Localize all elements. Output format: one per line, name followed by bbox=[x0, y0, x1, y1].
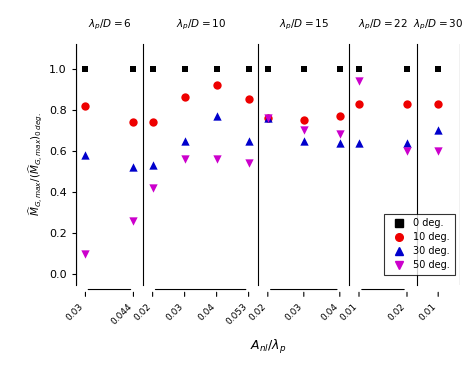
Point bbox=[300, 66, 308, 72]
Point bbox=[355, 101, 363, 107]
Text: $\lambda_p/D=22$: $\lambda_p/D=22$ bbox=[358, 18, 408, 32]
Point bbox=[264, 66, 272, 72]
Text: 0.044: 0.044 bbox=[109, 301, 133, 326]
Point bbox=[300, 117, 308, 123]
Point bbox=[82, 152, 89, 158]
Legend: 0 deg., 10 deg., 30 deg., 50 deg.: 0 deg., 10 deg., 30 deg., 50 deg. bbox=[384, 214, 455, 275]
Text: 0.03: 0.03 bbox=[164, 301, 184, 322]
Point bbox=[336, 131, 344, 137]
Point bbox=[403, 101, 411, 107]
Point bbox=[355, 78, 363, 84]
Point bbox=[264, 115, 272, 121]
Point bbox=[434, 148, 442, 154]
Point bbox=[264, 115, 272, 121]
Text: $\lambda_p/D=6$: $\lambda_p/D=6$ bbox=[88, 18, 131, 32]
Y-axis label: $\widehat{M}_{G,max}/(\widehat{M}_{G,max})_{0\,deg.}$: $\widehat{M}_{G,max}/(\widehat{M}_{G,max… bbox=[26, 112, 44, 216]
Text: 0.04: 0.04 bbox=[196, 301, 217, 322]
Point bbox=[355, 66, 363, 72]
Text: $\lambda_p/D=15$: $\lambda_p/D=15$ bbox=[279, 18, 329, 32]
Point bbox=[403, 140, 411, 146]
Point bbox=[213, 113, 220, 119]
Point bbox=[300, 138, 308, 143]
Point bbox=[213, 156, 220, 162]
Point bbox=[300, 127, 308, 133]
Point bbox=[181, 138, 188, 143]
Point bbox=[181, 95, 188, 100]
Point bbox=[434, 127, 442, 133]
Point bbox=[181, 156, 188, 162]
Point bbox=[355, 140, 363, 146]
Point bbox=[434, 101, 442, 107]
Point bbox=[129, 66, 137, 72]
Point bbox=[149, 119, 156, 125]
Point bbox=[181, 66, 188, 72]
Text: 0.02: 0.02 bbox=[247, 301, 268, 322]
Point bbox=[336, 140, 344, 146]
Point bbox=[149, 66, 156, 72]
Point bbox=[245, 160, 252, 166]
Text: 0.053: 0.053 bbox=[224, 301, 248, 326]
Text: 0.04: 0.04 bbox=[319, 301, 340, 322]
Point bbox=[245, 66, 252, 72]
Text: $\lambda_p/D=10$: $\lambda_p/D=10$ bbox=[175, 18, 226, 32]
Point bbox=[82, 251, 89, 257]
Point bbox=[129, 164, 137, 170]
Point bbox=[129, 218, 137, 224]
Text: 0.01: 0.01 bbox=[338, 301, 359, 322]
Text: 0.02: 0.02 bbox=[386, 301, 407, 322]
Text: $A_{nl}/\lambda_p$: $A_{nl}/\lambda_p$ bbox=[250, 338, 286, 356]
Text: 0.02: 0.02 bbox=[132, 301, 153, 322]
Point bbox=[245, 138, 252, 143]
Text: 0.03: 0.03 bbox=[65, 301, 85, 322]
Point bbox=[213, 82, 220, 88]
Point bbox=[82, 66, 89, 72]
Point bbox=[129, 119, 137, 125]
Point bbox=[403, 148, 411, 154]
Point bbox=[336, 66, 344, 72]
Text: $\lambda_p/D=30$: $\lambda_p/D=30$ bbox=[413, 18, 463, 32]
Point bbox=[82, 103, 89, 108]
Point bbox=[336, 113, 344, 119]
Text: 0.03: 0.03 bbox=[283, 301, 304, 322]
Point bbox=[403, 66, 411, 72]
Point bbox=[149, 185, 156, 191]
Point bbox=[264, 115, 272, 121]
Point bbox=[213, 66, 220, 72]
Point bbox=[149, 162, 156, 168]
Point bbox=[245, 96, 252, 102]
Text: 0.01: 0.01 bbox=[418, 301, 438, 322]
Point bbox=[434, 66, 442, 72]
